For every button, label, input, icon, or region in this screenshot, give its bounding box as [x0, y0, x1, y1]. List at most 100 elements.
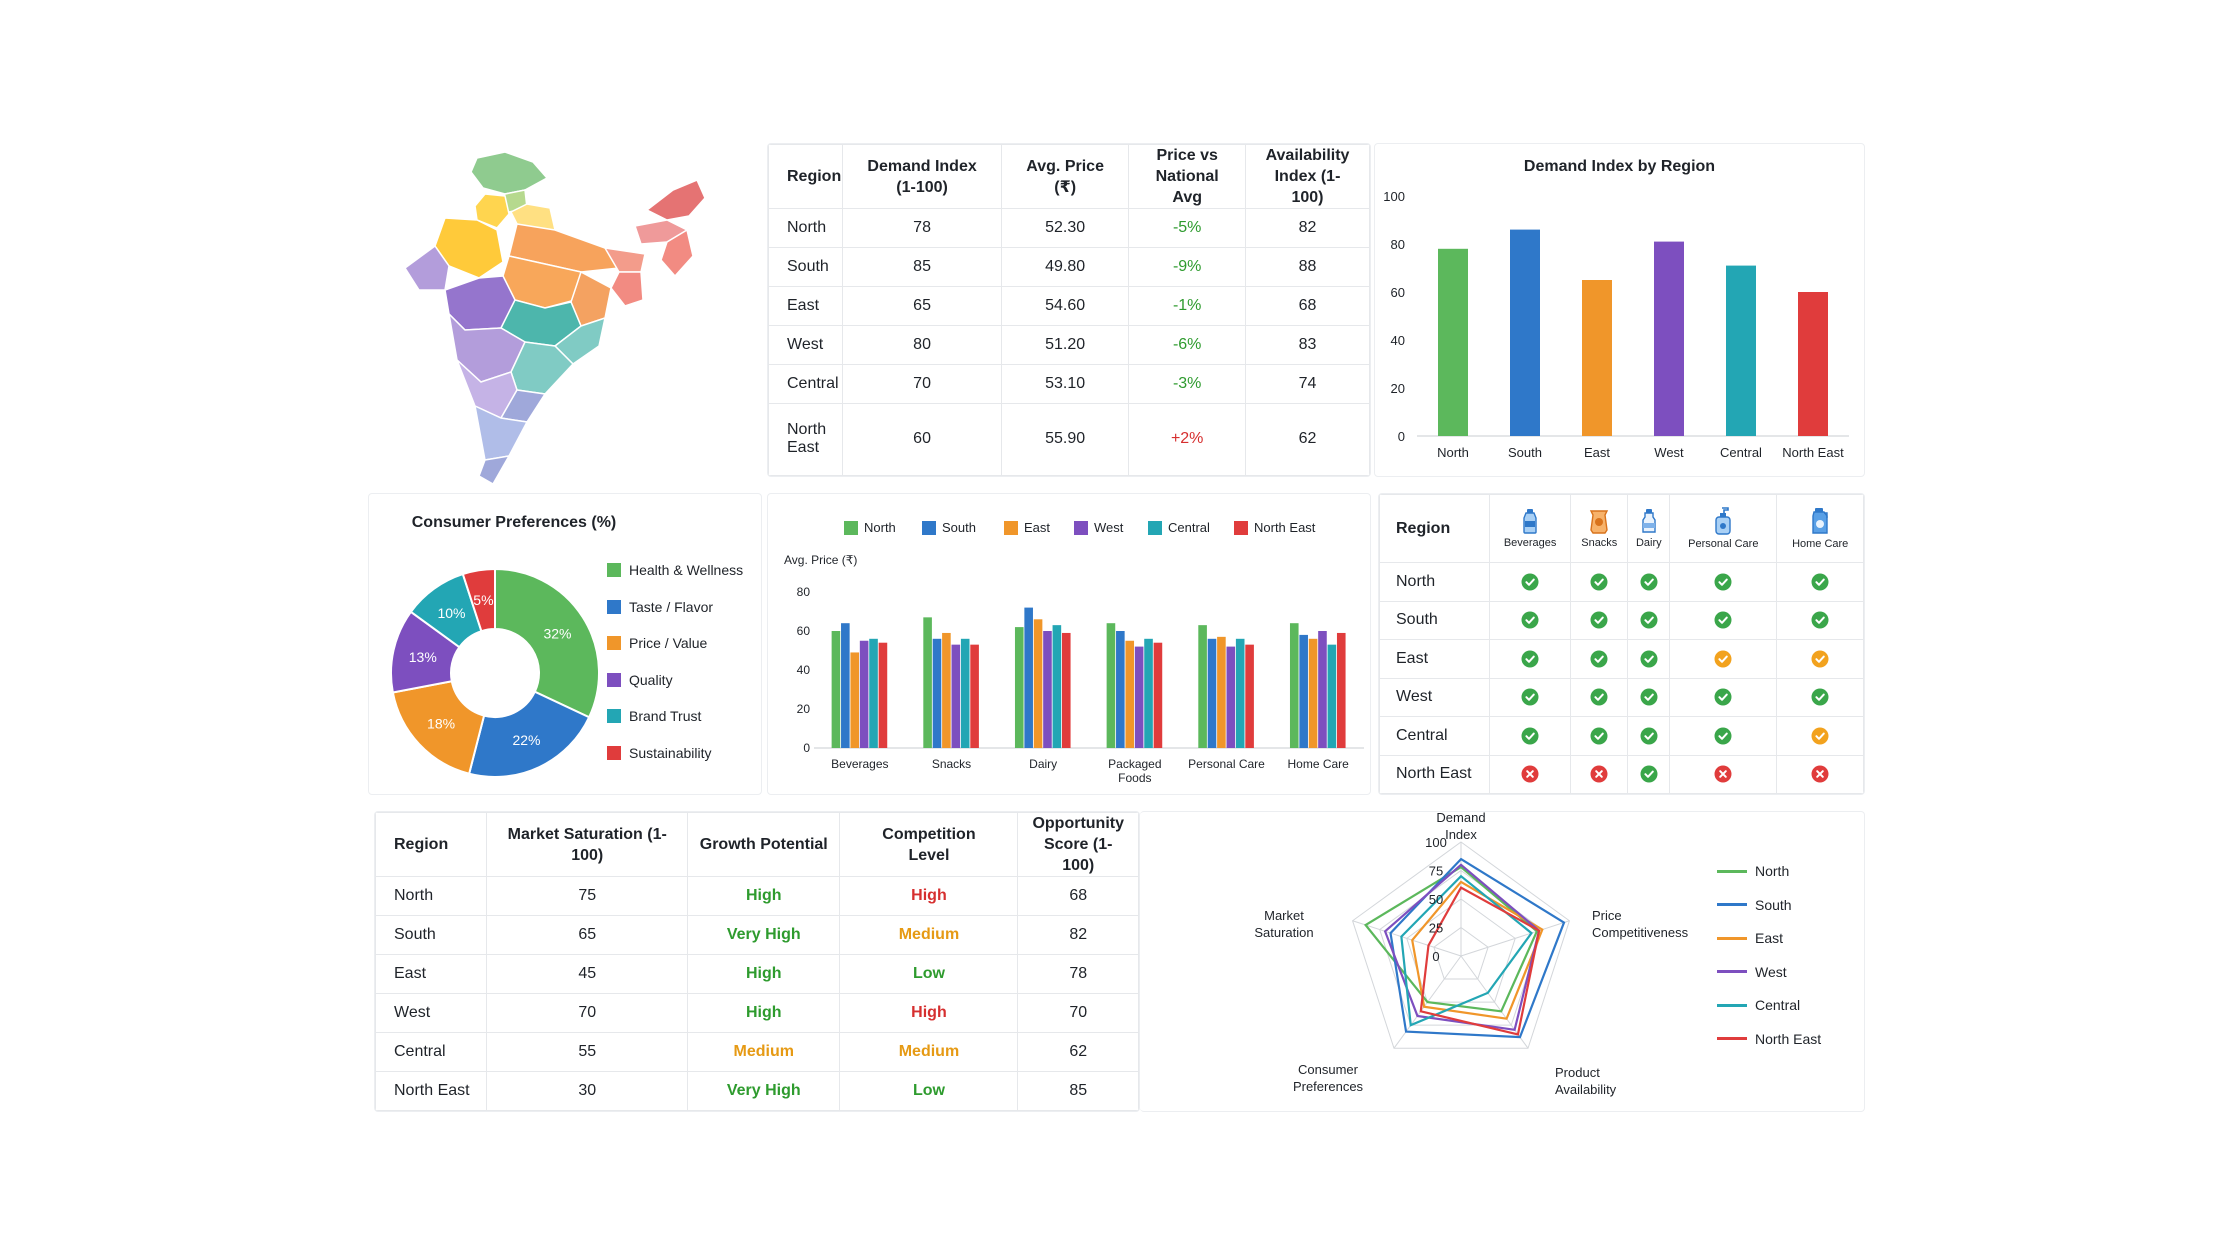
- growth-cell: Very High: [687, 1071, 841, 1111]
- cross-icon: [1590, 765, 1608, 783]
- legend-item-north: North: [1717, 863, 1789, 879]
- x-tick-label: Central: [1720, 445, 1762, 460]
- table-row: South: [1379, 600, 1864, 640]
- india-map-icon: [403, 151, 706, 486]
- competition-cell: Medium: [839, 1032, 1019, 1072]
- status-cell: [1669, 639, 1778, 679]
- region-cell: North East: [768, 402, 844, 476]
- y-tick-label: 60: [1391, 285, 1405, 300]
- column-label: Beverages: [1503, 536, 1557, 549]
- price-vs-cell: +2%: [1128, 402, 1247, 476]
- bar-west: [1654, 241, 1684, 436]
- x-tick-label: South: [1508, 445, 1542, 460]
- saturation-cell: 30: [486, 1071, 689, 1111]
- check-icon: [1640, 765, 1658, 783]
- status-cell: [1570, 639, 1629, 679]
- table-row: North 78 52.30 -5% 82: [768, 208, 1370, 248]
- legend-swatch: [1074, 520, 1088, 535]
- legend-swatch: [607, 709, 621, 723]
- check-icon: [1640, 727, 1658, 745]
- slice-sustainability: [461, 567, 496, 633]
- cross-icon: [1811, 765, 1829, 783]
- slice-label: 13%: [409, 649, 437, 665]
- price-cell: 53.10: [1000, 363, 1130, 404]
- check-icon: [1811, 611, 1829, 629]
- status-cell: [1776, 754, 1864, 794]
- bar-home-care-north: [1289, 623, 1299, 748]
- price-cell: 51.20: [1000, 324, 1130, 365]
- status-cell: [1669, 754, 1778, 794]
- bar-personal-care-south: [1207, 638, 1217, 748]
- bar-dairy-north-east: [1061, 632, 1071, 748]
- bar-north: [1438, 248, 1468, 436]
- bar-east: [1582, 280, 1612, 436]
- score-cell: 85: [1017, 1071, 1139, 1111]
- table-row: East 45 High Low 78: [375, 954, 1139, 994]
- competition-cell: High: [839, 876, 1019, 916]
- th-snacks: Snacks: [1570, 494, 1629, 563]
- legend-label: East: [1755, 930, 1784, 946]
- partial-check-icon: [1811, 727, 1829, 745]
- table-row: East: [1379, 639, 1864, 679]
- partial-check-icon: [1714, 650, 1732, 668]
- availability-cell: 82: [1245, 208, 1370, 248]
- check-icon: [1811, 573, 1829, 591]
- legend-swatch: [1004, 520, 1018, 535]
- legend-label: South: [942, 520, 976, 535]
- y-tick-label: 80: [797, 585, 811, 599]
- price-vs-cell: -9%: [1128, 246, 1247, 287]
- saturation-cell: 75: [486, 876, 689, 916]
- bar-beverages-west: [859, 640, 869, 748]
- availability-cell: 62: [1245, 402, 1370, 476]
- legend-swatch: [922, 520, 936, 535]
- table-row: North East 30 Very High Low 85: [375, 1071, 1139, 1111]
- status-cell: [1669, 562, 1778, 602]
- status-cell: [1570, 716, 1629, 756]
- th-home-care: Home Care: [1776, 494, 1864, 563]
- legend-swatch: [607, 563, 621, 577]
- table-row: North: [1379, 562, 1864, 602]
- x-tick-label: Personal Care: [1188, 757, 1265, 771]
- check-icon: [1640, 688, 1658, 706]
- legend-swatch: [1148, 520, 1162, 535]
- bar-north-east: [1798, 292, 1828, 436]
- competition-cell: Low: [839, 954, 1019, 994]
- legend-label: Health & Wellness: [629, 562, 744, 578]
- legend-label: Central: [1755, 997, 1801, 1013]
- table-row: South 65 Very High Medium 82: [375, 915, 1139, 955]
- radar-tick-label: 100: [1425, 835, 1447, 850]
- bar-snacks-south: [932, 638, 942, 748]
- bar-personal-care-west: [1226, 646, 1236, 748]
- radar-series-south: [1389, 857, 1566, 1039]
- region-cell: North: [768, 208, 844, 248]
- table-row: Central: [1379, 716, 1864, 756]
- th-dairy: Dairy: [1627, 494, 1671, 563]
- table-row: North 75 High High 68: [375, 876, 1139, 916]
- bar-dairy-central: [1052, 625, 1062, 748]
- status-cell: [1570, 754, 1629, 794]
- price-chart-ylabel: Avg. Price (₹): [784, 553, 858, 567]
- legend-line: [1717, 903, 1747, 906]
- demand-cell: 60: [842, 402, 1002, 476]
- legend-item-west: West: [1074, 520, 1123, 535]
- radar-axis-label: Demand Index: [1436, 812, 1485, 842]
- th-market-saturation: Market Saturation (1-100): [486, 812, 689, 877]
- category-availability-table: Region Beverages Snacks Dairy Personal Care…: [1378, 493, 1865, 795]
- preferences-chart-title: Consumer Preferences (%): [411, 514, 617, 531]
- status-cell: [1669, 716, 1778, 756]
- bar-beverages-south: [841, 623, 850, 748]
- legend-item-south: South: [1717, 897, 1792, 913]
- bar-beverages-central: [869, 638, 878, 748]
- x-tick-label: Dairy: [1029, 757, 1057, 771]
- radar-grid-ring: [1406, 898, 1516, 1003]
- bar-packaged-foods-north: [1106, 623, 1116, 748]
- bar-central: [1726, 265, 1756, 436]
- legend-swatch: [607, 745, 621, 760]
- region-cell: North: [375, 876, 488, 916]
- status-cell: [1627, 562, 1671, 602]
- bar-beverages-north-east: [878, 642, 888, 748]
- regional-radar-chart: 0 25 50 75 100 Demand Index Price Competitivenes…: [1140, 811, 1865, 1112]
- bar-personal-care-central: [1235, 638, 1245, 748]
- status-cell: [1776, 600, 1864, 640]
- x-tick-label: Packaged: [1108, 757, 1161, 771]
